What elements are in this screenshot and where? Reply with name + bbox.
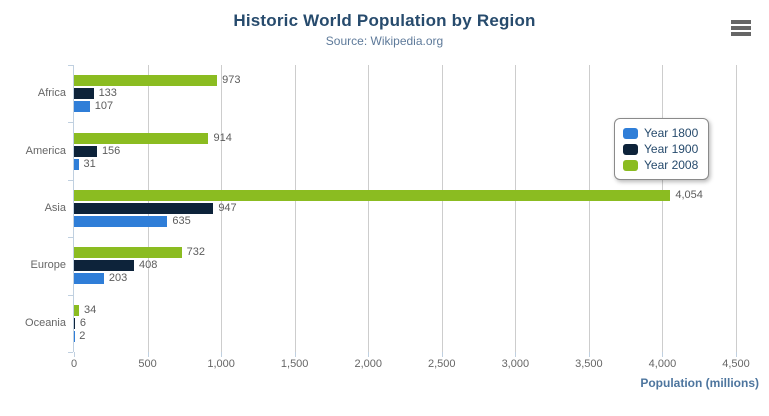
x-axis-tick (588, 352, 590, 357)
legend-label: Year 1800 (644, 126, 699, 140)
x-axis-tick (662, 352, 664, 357)
data-label: 408 (139, 259, 158, 272)
data-label: 31 (83, 157, 96, 170)
data-label: 133 (98, 87, 117, 100)
chart-title: Historic World Population by Region (233, 11, 536, 30)
x-axis-tick-label: 4,500 (722, 358, 750, 370)
chart-subtitle: Source: Wikipedia.org (325, 34, 444, 48)
gridline (662, 65, 664, 352)
data-label: 635 (172, 215, 191, 227)
gridline (736, 65, 737, 352)
legend: Year 1800 Year 1900 Year 2008 (614, 118, 710, 180)
legend-label: Year 1900 (644, 142, 699, 156)
legend-symbol (623, 143, 638, 155)
x-axis-tick-label: 1,500 (280, 358, 309, 370)
category-label: Asia (44, 202, 66, 214)
x-axis-tick (221, 352, 223, 357)
gridline (588, 65, 590, 352)
category-label: America (25, 144, 66, 157)
bar-year-1800-america[interactable] (74, 158, 79, 170)
x-axis-tick (736, 352, 737, 357)
x-axis-tick-label: 1,000 (207, 358, 235, 370)
data-label: 107 (94, 100, 114, 113)
data-label: 2 (79, 329, 86, 342)
category-label: Oceania (25, 316, 66, 329)
x-axis-tick (441, 352, 443, 357)
category-axis-tick (68, 65, 73, 66)
category-axis-tick (68, 122, 73, 124)
category-axis-tick (68, 352, 73, 353)
gridline (515, 65, 517, 352)
legend-symbol (623, 159, 638, 171)
legend-item-year-1800[interactable]: Year 1800 (623, 125, 698, 141)
x-axis-tick (368, 352, 370, 357)
x-axis-tick (147, 352, 149, 357)
data-label: 4,054 (675, 189, 703, 201)
legend-item-year-1900[interactable]: Year 1900 (623, 141, 698, 157)
data-label: 156 (101, 144, 121, 157)
data-label: 947 (218, 202, 237, 214)
legend-symbol (623, 127, 638, 139)
category-axis-tick (68, 237, 73, 239)
gridline (441, 65, 443, 352)
gridline (221, 65, 223, 352)
bar-year-1800-europe[interactable] (74, 273, 104, 285)
hamburger-bar (731, 32, 751, 36)
bar-year-1900-oceania[interactable] (74, 317, 75, 329)
x-axis-tick-label: 500 (138, 358, 157, 370)
x-axis-tick (294, 352, 296, 357)
bar-year-1800-africa[interactable] (74, 101, 90, 113)
hamburger-bar (731, 20, 751, 24)
data-label: 914 (213, 131, 232, 144)
bar-year-2008-asia[interactable] (74, 190, 671, 201)
gridline (368, 65, 370, 352)
category-label: Europe (30, 259, 66, 272)
data-label: 34 (84, 303, 97, 316)
bar-year-1900-asia[interactable] (74, 203, 214, 214)
data-label: 6 (79, 316, 86, 329)
bar-year-1900-america[interactable] (74, 145, 97, 157)
x-axis-tick-label: 3,500 (575, 358, 603, 370)
bar-year-1800-asia[interactable] (74, 216, 168, 227)
legend-item-year-2008[interactable]: Year 2008 (623, 157, 698, 173)
bar-year-2008-europe[interactable] (74, 247, 182, 259)
category-axis-tick (68, 294, 73, 296)
gridline (294, 65, 296, 352)
bar-year-1900-africa[interactable] (74, 88, 94, 100)
category-axis-tick (68, 179, 73, 181)
hamburger-menu-icon[interactable] (729, 20, 753, 40)
legend-label: Year 2008 (644, 158, 699, 172)
x-axis-tick (515, 352, 517, 357)
hamburger-bar (731, 26, 751, 30)
data-label: 973 (222, 74, 241, 87)
bar-year-1800-oceania[interactable] (74, 330, 75, 342)
category-axis-line (73, 65, 74, 352)
x-axis-tick (74, 352, 75, 357)
data-label: 732 (186, 246, 206, 259)
bar-year-2008-america[interactable] (74, 132, 209, 144)
x-axis-tick-label: 2,500 (428, 358, 456, 370)
bar-year-2008-oceania[interactable] (74, 304, 79, 316)
x-axis-tick-label: 3,000 (501, 358, 530, 370)
category-label: Africa (37, 87, 66, 100)
x-axis-title: Population (millions) (640, 376, 759, 390)
bar-year-1900-europe[interactable] (74, 260, 135, 272)
x-axis-tick-label: 0 (70, 358, 78, 370)
data-label: 203 (108, 272, 128, 285)
x-axis-tick-label: 4,000 (648, 358, 677, 370)
bar-year-2008-africa[interactable] (74, 75, 218, 87)
x-axis-tick-label: 2,000 (354, 358, 382, 370)
